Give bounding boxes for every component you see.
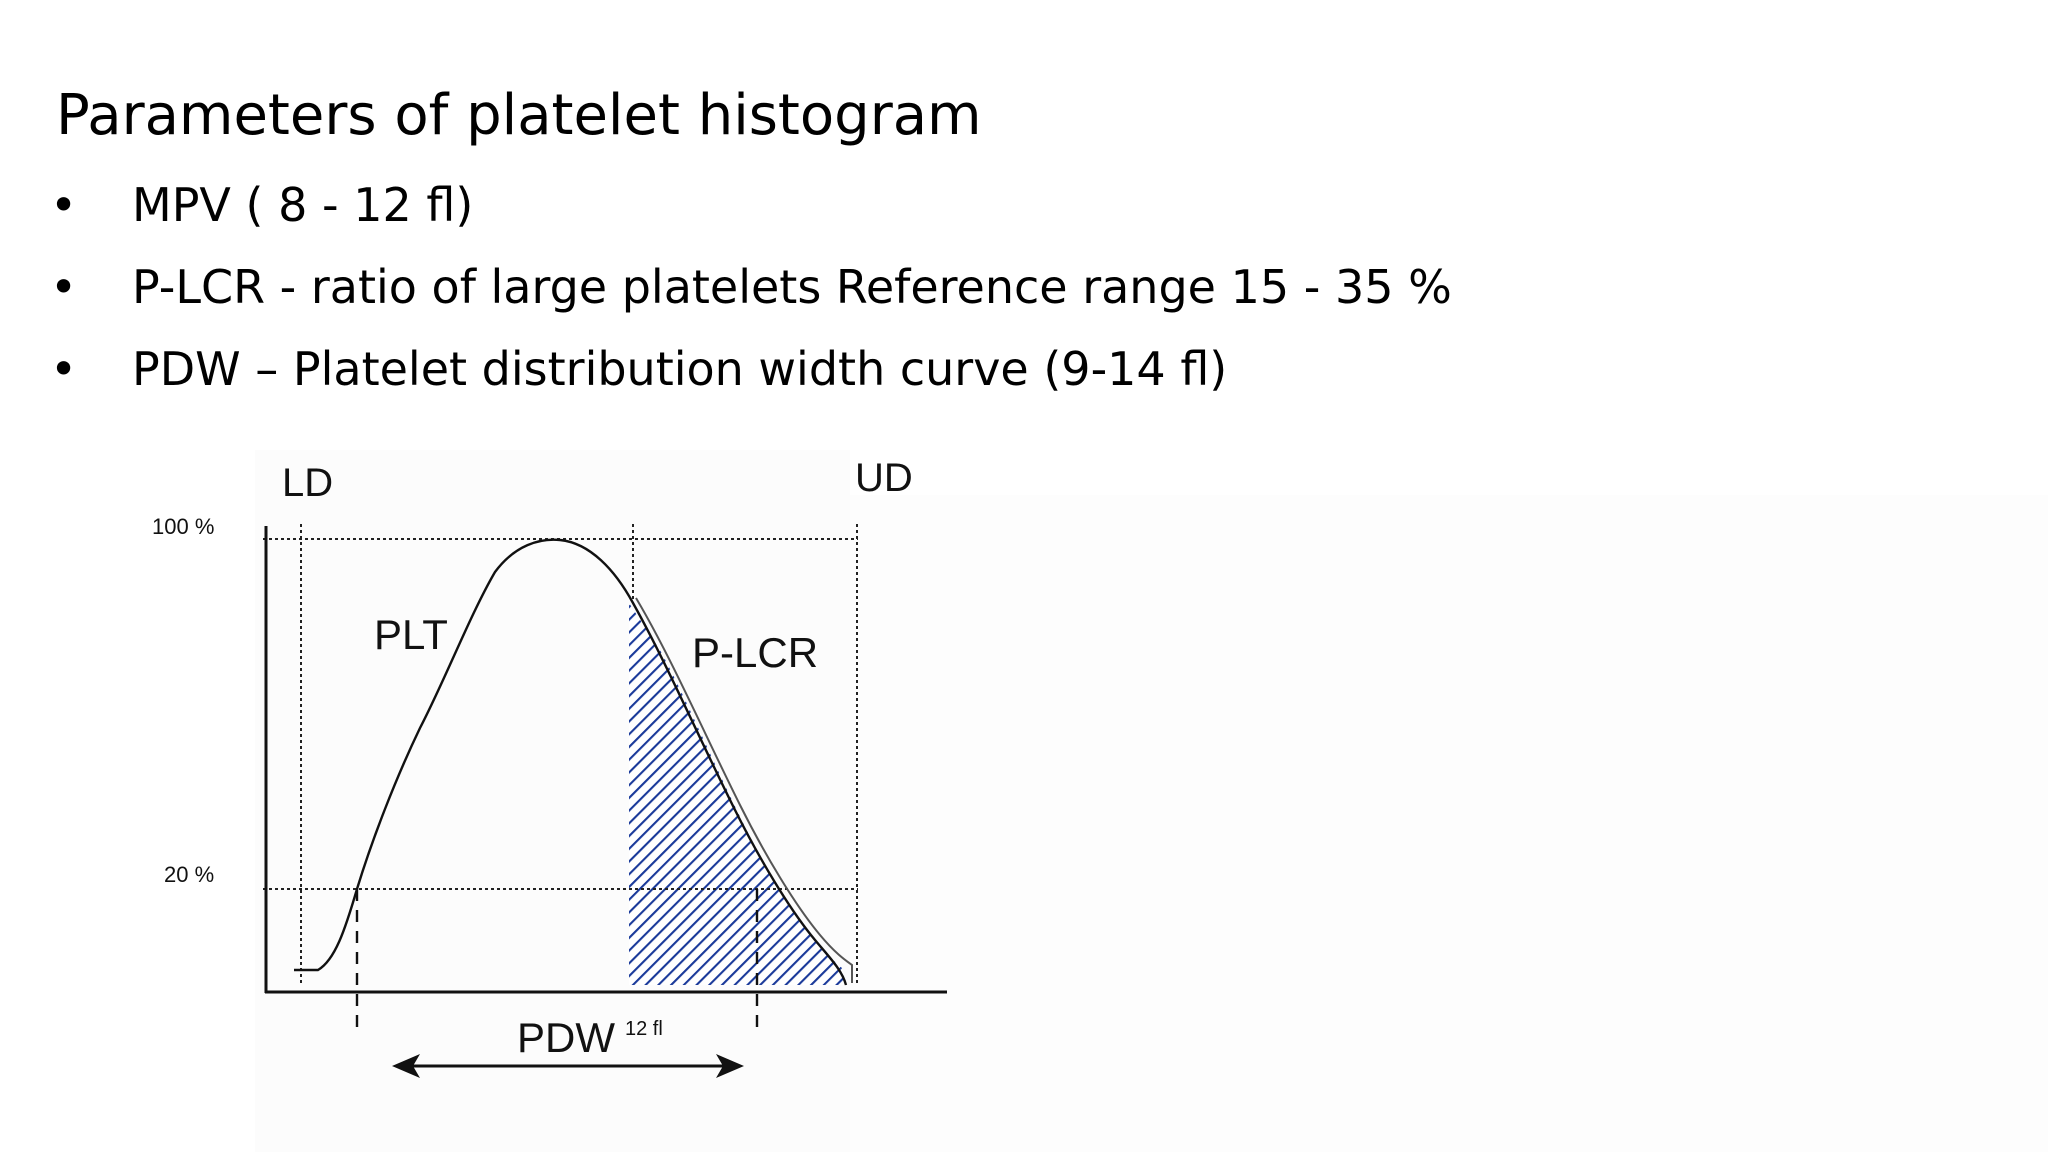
bullet-text-plcr: P-LCR - ratio of large platelets Referen…: [132, 260, 1452, 314]
y-20-label: 20 %: [164, 862, 214, 887]
plcr-label: P-LCR: [692, 629, 818, 676]
pdw-arrow-right-head: [716, 1054, 744, 1078]
bullet-icon: •: [50, 260, 78, 314]
ld-label: LD: [282, 461, 333, 505]
pdw-label: PDW: [517, 1014, 615, 1061]
plt-label: PLT: [374, 611, 448, 658]
plt-curve: [294, 538, 848, 986]
ud-label: UD: [855, 456, 913, 500]
bullet-text-mpv: MPV ( 8 - 12 fl): [132, 178, 474, 232]
bullet-icon: •: [50, 342, 78, 396]
bullet-icon: •: [50, 178, 78, 232]
figure-background: [255, 450, 850, 1152]
y-100-label: 100 %: [152, 514, 214, 539]
plcr-outer-curve: [635, 597, 853, 983]
figure-background-right: [850, 495, 2048, 1152]
pdw-arrow-left-head: [392, 1054, 420, 1078]
bullet-text-pdw: PDW – Platelet distribution width curve …: [132, 342, 1228, 396]
pdw-value-label: 12 fl: [625, 1018, 663, 1040]
slide-title: Parameters of platelet histogram: [56, 83, 982, 148]
